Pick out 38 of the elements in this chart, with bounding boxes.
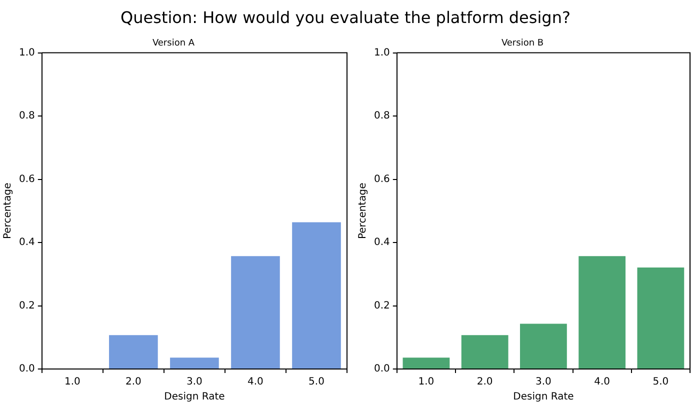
y-tick-label: 0.8 [18,110,35,122]
y-axis-title: Percentage [358,182,369,240]
bar [461,335,508,368]
x-axis-title: Design Rate [164,392,225,403]
chart-subtitle: Version B [501,38,544,49]
bar [170,358,219,368]
bar [578,256,626,368]
x-tick-label: 5.0 [308,376,324,388]
x-tick-label: 1.0 [418,376,434,388]
bar [520,324,567,368]
x-tick-label: 2.0 [476,376,493,388]
y-axis-title: Percentage [2,182,14,240]
y-tick-label: 0.6 [18,174,35,185]
x-tick-label: 5.0 [652,376,669,388]
bar [402,358,450,368]
bar [637,268,684,368]
y-tick-label: 1.0 [374,47,390,58]
y-tick-label: 0.6 [374,174,390,185]
bar [231,256,280,368]
bar [109,335,158,368]
y-tick-label: 0.0 [374,364,390,375]
x-tick-label: 2.0 [125,376,142,388]
x-tick-label: 4.0 [248,376,264,388]
y-tick-label: 0.4 [18,237,35,248]
y-tick-label: 0.2 [374,300,390,312]
y-tick-label: 0.8 [374,110,390,122]
chart-subtitle: Version A [152,38,196,49]
x-tick-label: 1.0 [64,376,80,388]
x-tick-label: 3.0 [186,376,202,388]
x-tick-label: 4.0 [594,376,610,388]
y-tick-label: 0.0 [18,364,35,375]
y-tick-label: 0.2 [18,300,35,312]
x-tick-label: 3.0 [536,376,552,388]
chart-title: Question: How would you evaluate the platform design? [120,8,572,27]
y-tick-label: 0.4 [374,237,390,248]
x-axis-title: Design Rate [513,392,574,403]
y-tick-label: 1.0 [18,47,35,58]
bar [292,222,341,368]
